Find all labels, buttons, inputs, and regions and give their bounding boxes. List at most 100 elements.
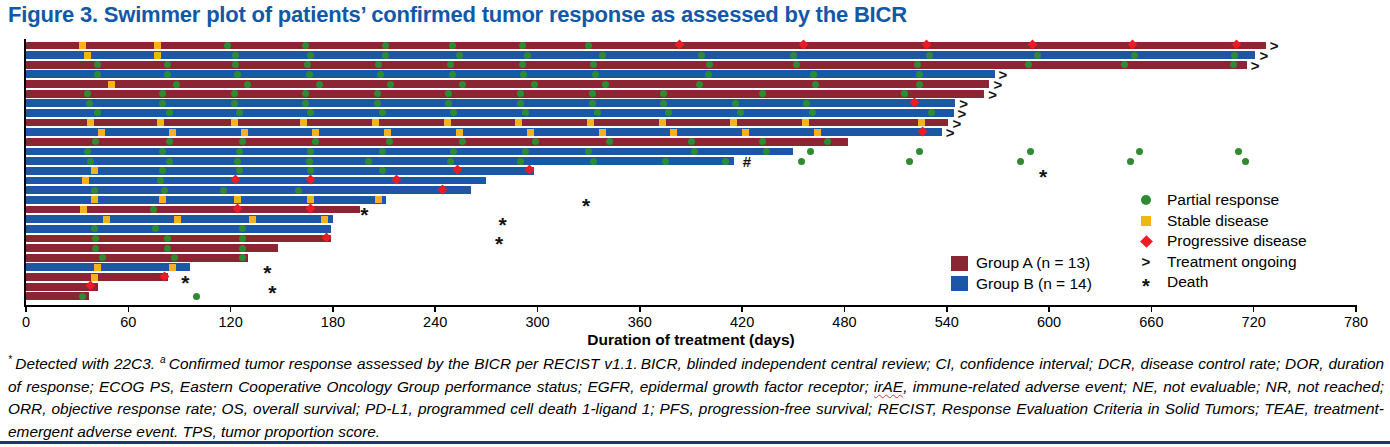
stable-disease-marker	[321, 216, 328, 223]
partial-response-marker	[239, 245, 246, 252]
partial-response-marker	[302, 100, 309, 107]
partial-response-marker	[906, 158, 913, 165]
swimmer-bar-group-b	[26, 148, 793, 156]
x-axis-tick	[537, 305, 539, 312]
partial-response-marker	[662, 158, 669, 165]
partial-response-marker	[87, 158, 94, 165]
swimmer-bar-group-b	[26, 70, 995, 78]
partial-response-marker	[92, 245, 99, 252]
bottom-rule	[0, 441, 1390, 444]
progressive-disease-icon	[1140, 235, 1153, 248]
stable-disease-marker	[802, 119, 809, 126]
legend-marker-label: Stable disease	[1159, 212, 1269, 230]
partial-response-marker	[531, 81, 538, 88]
partial-response-marker	[306, 158, 313, 165]
partial-response-marker	[901, 90, 908, 97]
group-a-swatch	[951, 256, 968, 271]
stable-disease-marker	[372, 119, 379, 126]
stable-disease-marker	[157, 119, 164, 126]
partial-response-marker	[1034, 52, 1041, 59]
partial-response-marker	[159, 90, 166, 97]
partial-response-marker	[224, 42, 231, 49]
stable-disease-marker	[108, 81, 115, 88]
partial-response-marker	[387, 81, 394, 88]
footnote-segment: a	[160, 354, 169, 365]
treatment-ongoing-arrow: >	[1251, 58, 1260, 73]
swimmer-bar-group-a	[26, 61, 1247, 69]
partial-response-marker	[374, 90, 381, 97]
partial-response-marker	[1230, 61, 1237, 68]
partial-response-marker	[592, 71, 599, 78]
partial-response-marker	[732, 100, 739, 107]
death-icon: *	[1142, 276, 1150, 296]
stable-disease-marker	[154, 42, 161, 49]
stable-disease-icon	[1141, 216, 1151, 226]
partial-response-marker	[302, 42, 309, 49]
x-tick-label: 780	[1344, 314, 1368, 330]
partial-response-marker	[173, 81, 180, 88]
x-axis-tick	[1151, 305, 1153, 312]
partial-response-marker	[456, 52, 463, 59]
legend-marker-label: Partial response	[1159, 191, 1279, 209]
stable-disease-marker	[91, 167, 98, 174]
footnote-segment: Detected with 22C3.	[15, 355, 160, 372]
partial-response-marker	[790, 52, 797, 59]
x-axis	[24, 305, 1357, 307]
stable-disease-marker	[91, 196, 98, 203]
partial-response-marker	[304, 61, 311, 68]
x-tick-label: 60	[120, 314, 136, 330]
death-asterisk: *	[1039, 166, 1047, 187]
stable-disease-marker	[94, 264, 101, 271]
stable-disease-marker	[384, 129, 391, 136]
partial-response-marker	[807, 148, 814, 155]
stable-disease-marker	[154, 52, 161, 59]
partial-response-marker	[447, 158, 454, 165]
stable-disease-marker	[730, 119, 737, 126]
treatment-ongoing-icon: >	[1142, 254, 1151, 269]
square-legend-icon	[1133, 216, 1159, 226]
partial-response-marker	[517, 158, 524, 165]
x-tick-label: 240	[423, 314, 447, 330]
partial-response-marker	[1121, 61, 1128, 68]
x-tick-label: 360	[628, 314, 652, 330]
x-tick-label: 0	[22, 314, 30, 330]
partial-response-marker	[86, 100, 93, 107]
swimmer-bar-group-a	[26, 119, 948, 127]
partial-response-marker	[234, 158, 241, 165]
stable-disease-marker	[80, 206, 87, 213]
x-tick-label: 300	[525, 314, 549, 330]
death-asterisk: *	[360, 204, 368, 225]
x-axis-tick	[639, 305, 641, 312]
legend-groups: Group A (n = 13)Group B (n = 14)	[951, 253, 1092, 294]
partial-response-marker	[94, 71, 101, 78]
partial-response-marker	[916, 81, 923, 88]
stable-disease-marker	[456, 129, 463, 136]
death-asterisk: *	[495, 233, 503, 254]
partial-response-marker	[1235, 148, 1242, 155]
x-axis-tick	[741, 305, 743, 312]
stable-disease-marker	[249, 216, 256, 223]
asterisk-legend-icon: *	[1133, 272, 1159, 292]
x-tick-label: 480	[832, 314, 856, 330]
partial-response-marker	[696, 81, 703, 88]
legend-markers: Partial responseStable diseaseProgressiv…	[1133, 190, 1307, 293]
x-axis-tick	[128, 305, 130, 312]
partial-response-marker	[1131, 52, 1138, 59]
partial-response-marker	[916, 71, 923, 78]
partial-response-marker	[171, 254, 178, 261]
x-axis-tick	[332, 305, 334, 312]
swimmer-bar-group-b	[26, 177, 486, 185]
partial-response-marker	[91, 225, 98, 232]
stable-disease-marker	[234, 196, 241, 203]
partial-response-marker	[244, 81, 251, 88]
partial-response-marker	[459, 81, 466, 88]
treatment-ongoing-arrow: >	[1270, 38, 1279, 53]
partial-response-marker	[231, 100, 238, 107]
swimmer-bar-group-a	[26, 42, 1266, 50]
legend-marker-label: Death	[1159, 273, 1208, 291]
partial-response-marker	[519, 61, 526, 68]
stable-disease-marker	[742, 129, 749, 136]
stable-disease-marker	[300, 119, 307, 126]
partial-response-marker	[316, 81, 323, 88]
partial-response-marker	[231, 90, 238, 97]
